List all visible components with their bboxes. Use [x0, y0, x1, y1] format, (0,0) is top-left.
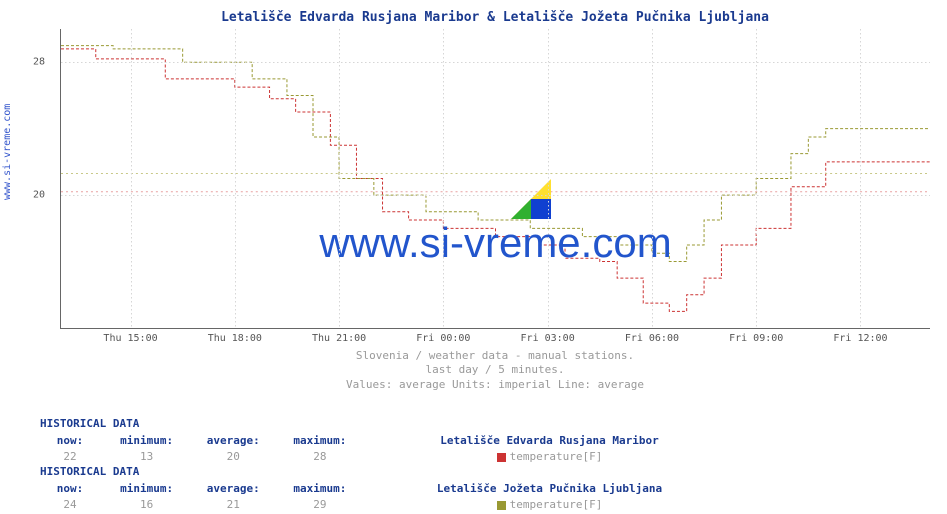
- val-max: 29: [280, 497, 360, 514]
- legend-title: HISTORICAL DATA: [40, 416, 727, 433]
- source-label: www.si-vreme.com: [2, 104, 13, 200]
- header-series-name: Letališče Jožeta Pučnika Ljubljana: [367, 481, 727, 498]
- legend-title: HISTORICAL DATA: [40, 464, 727, 481]
- val-min: 16: [107, 497, 187, 514]
- legend-block-1: HISTORICAL DATA now: minimum: average: m…: [40, 464, 727, 514]
- header-series-name: Letališče Edvarda Rusjana Maribor: [367, 433, 727, 450]
- subtitle-line3: Values: average Units: imperial Line: av…: [60, 378, 930, 392]
- subtitle-line2: last day / 5 minutes.: [60, 363, 930, 377]
- xtick-label: Fri 09:00: [729, 333, 783, 344]
- subtitle-line1: Slovenia / weather data - manual station…: [60, 349, 930, 363]
- val-label: temperature[F]: [367, 497, 727, 514]
- ytick-label: 20: [33, 190, 45, 201]
- header-avg: average:: [193, 481, 273, 498]
- chart-container: Letališče Edvarda Rusjana Maribor & Leta…: [60, 10, 930, 350]
- legend-value-row: 24 16 21 29 temperature[F]: [40, 497, 727, 514]
- series-marker-icon: [497, 453, 506, 462]
- val-now: 24: [40, 497, 100, 514]
- legend-block-0: HISTORICAL DATA now: minimum: average: m…: [40, 416, 727, 466]
- xtick-label: Thu 15:00: [103, 333, 157, 344]
- watermark-logo-icon: [511, 179, 551, 219]
- xtick-label: Fri 00:00: [416, 333, 470, 344]
- xtick-label: Fri 12:00: [833, 333, 887, 344]
- watermark-text: www.si-vreme.com: [61, 219, 930, 267]
- xtick-label: Fri 03:00: [521, 333, 575, 344]
- header-now: now:: [40, 433, 100, 450]
- header-avg: average:: [193, 433, 273, 450]
- xtick-label: Thu 21:00: [312, 333, 366, 344]
- series-marker-icon: [497, 501, 506, 510]
- plot-area: www.si-vreme.com 2028Thu 15:00Thu 18:00T…: [60, 29, 930, 329]
- xtick-label: Fri 06:00: [625, 333, 679, 344]
- header-min: minimum:: [107, 481, 187, 498]
- chart-lines: [61, 29, 930, 328]
- header-now: now:: [40, 481, 100, 498]
- legend-header-row: now: minimum: average: maximum: Letališč…: [40, 481, 727, 498]
- chart-title: Letališče Edvarda Rusjana Maribor & Leta…: [60, 10, 930, 25]
- xtick-label: Thu 18:00: [208, 333, 262, 344]
- header-max: maximum:: [280, 433, 360, 450]
- ytick-label: 28: [33, 57, 45, 68]
- legend-header-row: now: minimum: average: maximum: Letališč…: [40, 433, 727, 450]
- header-max: maximum:: [280, 481, 360, 498]
- val-avg: 21: [193, 497, 273, 514]
- series-unit-label: temperature[F]: [510, 497, 603, 514]
- header-min: minimum:: [107, 433, 187, 450]
- chart-subtitle: Slovenia / weather data - manual station…: [60, 349, 930, 392]
